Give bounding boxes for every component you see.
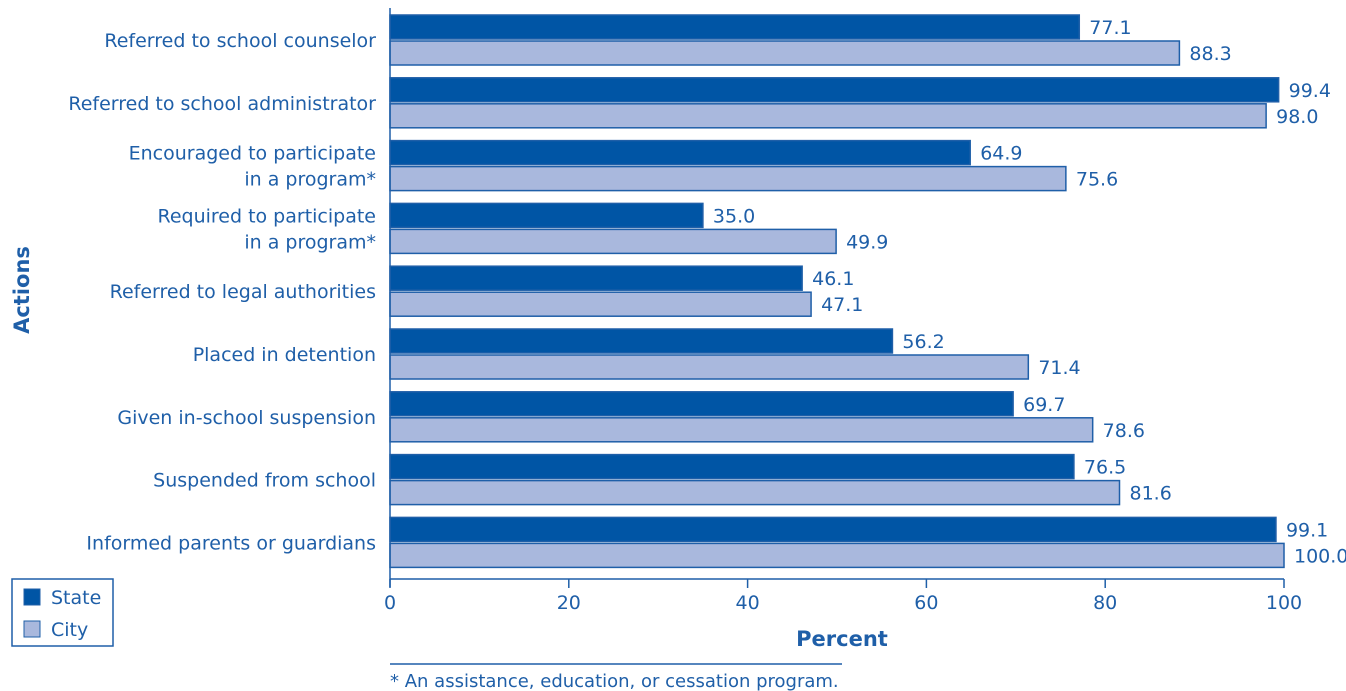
- bar-city-6: [389, 417, 1094, 443]
- value-label-state-2: 64.9: [980, 143, 1022, 165]
- category-label-3: Required to participate in a program*: [157, 205, 376, 253]
- value-label-city-6: 78.6: [1103, 420, 1145, 442]
- bar-city-7: [389, 479, 1121, 506]
- value-label-city-4: 47.1: [821, 294, 863, 316]
- value-label-city-1: 98.0: [1276, 106, 1318, 128]
- footnote: * An assistance, education, or cessation…: [390, 671, 839, 691]
- value-label-state-0: 77.1: [1089, 17, 1131, 39]
- x-tick-label-0: 0: [384, 592, 396, 614]
- legend-label-city: City: [51, 619, 88, 641]
- category-label-8: Informed parents or guardians: [86, 532, 376, 554]
- category-labels: Referred to school counselor Referred to …: [68, 30, 376, 554]
- legend-swatch-city: [23, 620, 41, 638]
- value-label-state-3: 35.0: [713, 205, 755, 227]
- bar-state-6: [389, 391, 1014, 417]
- legend: State City: [11, 578, 114, 647]
- x-axis-title: Percent: [796, 627, 888, 651]
- category-label-0: Referred to school counselor: [104, 30, 376, 52]
- category-label-1: Referred to school administrator: [68, 93, 376, 115]
- value-label-state-5: 56.2: [902, 331, 944, 353]
- bar-city-0: [389, 40, 1181, 66]
- value-label-state-1: 99.4: [1289, 80, 1331, 102]
- bar-city-1: [389, 103, 1267, 129]
- bar-state-3: [389, 202, 704, 229]
- bar-state-4: [389, 265, 803, 291]
- bars-group: 77.1 88.3 99.4 98.0 64.9 75.6 35.0 49.9 46.1 47.1…: [389, 14, 1346, 569]
- bar-city-8: [389, 542, 1285, 569]
- value-label-state-4: 46.1: [812, 268, 854, 290]
- bar-state-8: [389, 516, 1277, 543]
- value-label-city-3: 49.9: [846, 231, 888, 253]
- legend-swatch-state: [23, 588, 41, 606]
- value-label-city-7: 81.6: [1130, 483, 1172, 505]
- value-label-state-7: 76.5: [1084, 457, 1126, 479]
- bar-city-3: [389, 228, 837, 255]
- y-axis-title: Actions: [10, 246, 34, 334]
- bar-state-5: [389, 328, 894, 354]
- bar-state-0: [389, 14, 1081, 40]
- category-label-4: Referred to legal authorities: [110, 281, 376, 303]
- category-label-5: Placed in detention: [193, 344, 376, 366]
- bar-city-2: [389, 165, 1067, 192]
- category-label-7: Suspended from school: [153, 470, 376, 492]
- x-tick-label-1: 20: [557, 592, 581, 614]
- value-label-state-8: 99.1: [1286, 519, 1328, 541]
- legend-box: [11, 578, 114, 647]
- bar-state-2: [389, 139, 971, 166]
- value-label-city-2: 75.6: [1076, 169, 1118, 191]
- category-label-2: Encouraged to participate in a program*: [129, 143, 376, 191]
- bar-city-5: [389, 354, 1030, 380]
- category-label-6: Given in-school suspension: [117, 407, 376, 429]
- value-label-city-8: 100.0: [1294, 545, 1346, 567]
- value-label-city-5: 71.4: [1038, 357, 1080, 379]
- x-tick-label-2: 40: [736, 592, 760, 614]
- x-axis: 0 20 40 60 80 100: [384, 8, 1302, 614]
- x-tick-label-5: 100: [1266, 592, 1302, 614]
- bar-state-1: [389, 77, 1280, 103]
- value-label-state-6: 69.7: [1023, 394, 1065, 416]
- x-tick-label-3: 60: [914, 592, 938, 614]
- x-tick-label-4: 80: [1093, 592, 1117, 614]
- bar-state-7: [389, 453, 1075, 480]
- value-label-city-0: 88.3: [1189, 43, 1231, 65]
- bar-city-4: [389, 291, 812, 317]
- legend-label-state: State: [51, 587, 101, 609]
